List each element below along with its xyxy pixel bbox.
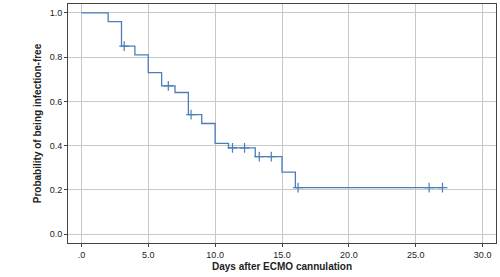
svg-text:0.4: 0.4 <box>50 141 63 151</box>
svg-text:5.0: 5.0 <box>142 250 155 260</box>
svg-text:0.8: 0.8 <box>50 52 63 62</box>
svg-text:Days after ECMO cannulation: Days after ECMO cannulation <box>212 261 352 272</box>
svg-text:25.0: 25.0 <box>407 250 425 260</box>
svg-text:15.0: 15.0 <box>273 250 291 260</box>
svg-text:1.0: 1.0 <box>50 8 63 18</box>
svg-text:.0: .0 <box>78 250 86 260</box>
svg-text:0.2: 0.2 <box>50 185 63 195</box>
svg-text:0.0: 0.0 <box>50 229 63 239</box>
svg-text:20.0: 20.0 <box>340 250 358 260</box>
svg-text:10.0: 10.0 <box>206 250 224 260</box>
svg-text:Probability of being infection: Probability of being infection-free <box>32 43 43 203</box>
svg-text:0.6: 0.6 <box>50 97 63 107</box>
svg-text:30.0: 30.0 <box>474 250 492 260</box>
